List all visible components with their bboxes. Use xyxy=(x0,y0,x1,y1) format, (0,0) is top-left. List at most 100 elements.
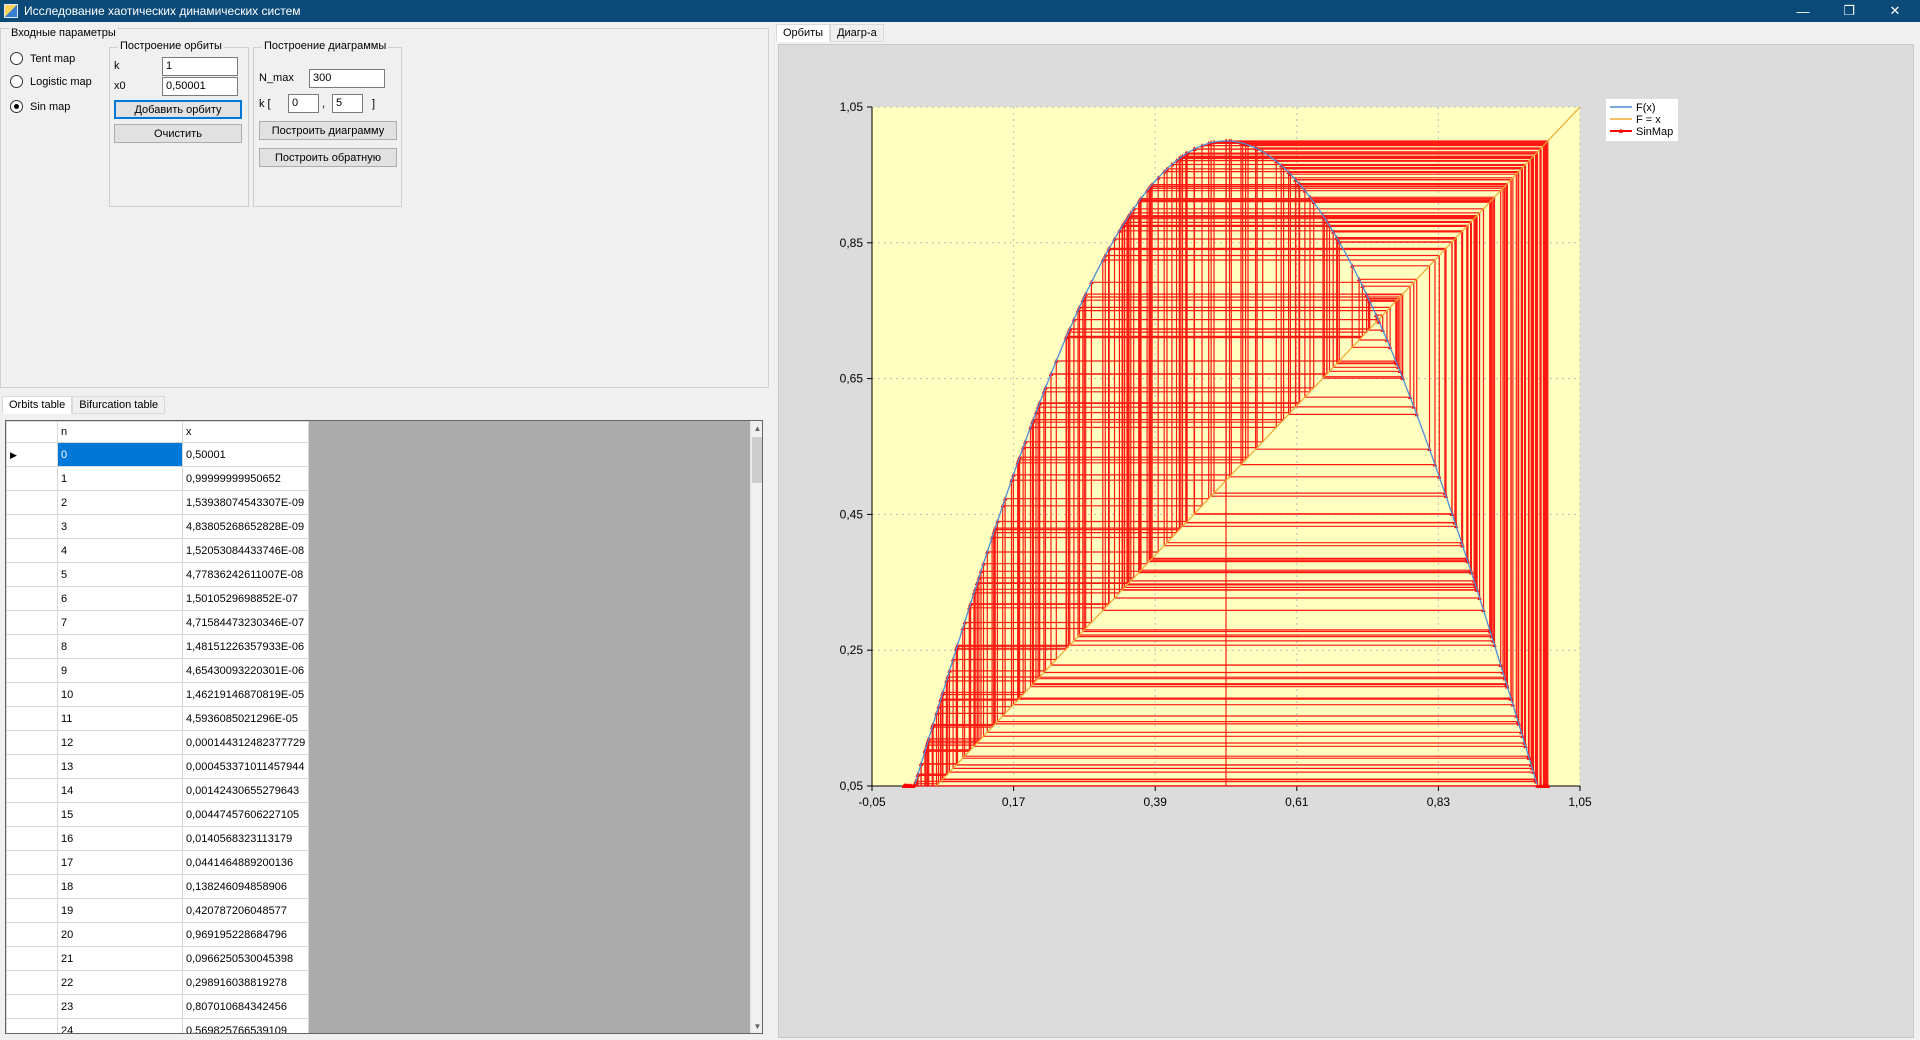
row-header[interactable] xyxy=(6,514,58,539)
cell-x[interactable]: 0,00447457606227105 xyxy=(181,802,310,827)
tab-orbits-table[interactable]: Orbits table xyxy=(2,396,73,414)
cell-x[interactable]: 1,52053084433746E-08 xyxy=(181,538,310,563)
column-header-n[interactable]: n xyxy=(57,421,183,443)
row-header[interactable] xyxy=(6,1018,58,1033)
cell-n[interactable]: 20 xyxy=(57,922,183,947)
table-row[interactable]: 10 1,46219146870819E-05 xyxy=(6,682,310,707)
cell-n[interactable]: 8 xyxy=(57,634,183,659)
table-row[interactable]: 22 0,298916038819278 xyxy=(6,970,310,995)
row-header[interactable] xyxy=(6,490,58,515)
column-header-x[interactable]: x xyxy=(181,421,310,443)
cell-x[interactable]: 4,71584473230346E-07 xyxy=(181,610,310,635)
cell-n[interactable]: 9 xyxy=(57,658,183,683)
table-row[interactable]: 9 4,65430093220301E-06 xyxy=(6,658,310,683)
cell-n[interactable]: 22 xyxy=(57,970,183,995)
cell-x[interactable]: 0,0441464889200136 xyxy=(181,850,310,875)
table-row[interactable]: 20 0,969195228684796 xyxy=(6,922,310,947)
cell-x[interactable]: 0,807010684342456 xyxy=(181,994,310,1019)
row-header[interactable] xyxy=(6,682,58,707)
table-row[interactable]: 4 1,52053084433746E-08 xyxy=(6,538,310,563)
tab-orbits[interactable]: Орбиты xyxy=(776,24,831,42)
table-row[interactable]: 6 1,5010529698852E-07 xyxy=(6,586,310,611)
cell-n[interactable]: 10 xyxy=(57,682,183,707)
minimize-button[interactable]: — xyxy=(1796,3,1810,19)
table-row[interactable]: 21 0,0966250530045398 xyxy=(6,946,310,971)
cell-n[interactable]: 4 xyxy=(57,538,183,563)
table-row[interactable]: 19 0,420787206048577 xyxy=(6,898,310,923)
table-row[interactable]: 1 0,99999999950652 xyxy=(6,466,310,491)
table-row[interactable]: 11 4,5936085021296E-05 xyxy=(6,706,310,731)
row-header[interactable] xyxy=(6,610,58,635)
cell-x[interactable]: 0,138246094858906 xyxy=(181,874,310,899)
close-button[interactable]: ✕ xyxy=(1889,3,1901,18)
row-header[interactable] xyxy=(6,706,58,731)
row-header[interactable] xyxy=(6,658,58,683)
row-header[interactable] xyxy=(6,562,58,587)
k-input[interactable]: 1 xyxy=(162,57,238,76)
row-header[interactable] xyxy=(6,850,58,875)
row-header[interactable] xyxy=(6,970,58,995)
cell-x[interactable]: 0,00142430655279643 xyxy=(181,778,310,803)
cell-n[interactable]: 2 xyxy=(57,490,183,515)
row-header[interactable] xyxy=(6,946,58,971)
nmax-input[interactable]: 300 xyxy=(309,69,385,88)
row-header[interactable] xyxy=(6,874,58,899)
row-header[interactable] xyxy=(6,754,58,779)
cell-x[interactable]: 0,569825766539109 xyxy=(181,1018,310,1033)
scroll-thumb[interactable] xyxy=(752,437,762,483)
sin-map-radio-circle[interactable] xyxy=(10,100,23,113)
cell-x[interactable]: 0,50001 xyxy=(181,442,310,467)
row-header[interactable] xyxy=(6,586,58,611)
table-row[interactable]: 24 0,569825766539109 xyxy=(6,1018,310,1033)
cell-n[interactable]: 11 xyxy=(57,706,183,731)
restore-button[interactable]: ❐ xyxy=(1843,3,1855,18)
table-row[interactable]: 23 0,807010684342456 xyxy=(6,994,310,1019)
cell-n[interactable]: 7 xyxy=(57,610,183,635)
row-header[interactable] xyxy=(6,466,58,491)
cell-x[interactable]: 0,99999999950652 xyxy=(181,466,310,491)
cell-n[interactable]: 16 xyxy=(57,826,183,851)
cell-n[interactable]: 3 xyxy=(57,514,183,539)
table-row[interactable]: 5 4,77836242611007E-08 xyxy=(6,562,310,587)
tent-map-radio[interactable]: Tent map xyxy=(10,52,75,65)
cell-n[interactable]: 17 xyxy=(57,850,183,875)
row-header[interactable] xyxy=(6,826,58,851)
table-vertical-scrollbar[interactable]: ▲ ▼ xyxy=(750,421,762,1033)
cell-n[interactable]: 24 xyxy=(57,1018,183,1033)
tab-diagram[interactable]: Диагр-а xyxy=(830,24,884,42)
table-row[interactable]: 7 4,71584473230346E-07 xyxy=(6,610,310,635)
clear-button[interactable]: Очистить xyxy=(114,124,242,143)
k-to-input[interactable]: 5 xyxy=(332,94,363,113)
table-row[interactable]: 14 0,00142430655279643 xyxy=(6,778,310,803)
table-row[interactable]: 2 1,53938074543307E-09 xyxy=(6,490,310,515)
row-header[interactable] xyxy=(6,994,58,1019)
scroll-down-icon[interactable]: ▼ xyxy=(753,1021,762,1031)
cell-x[interactable]: 1,53938074543307E-09 xyxy=(181,490,310,515)
logistic-map-radio[interactable]: Logistic map xyxy=(10,75,92,88)
cell-x[interactable]: 4,83805268652828E-09 xyxy=(181,514,310,539)
cell-n[interactable]: 13 xyxy=(57,754,183,779)
cell-n[interactable]: 18 xyxy=(57,874,183,899)
sin-map-radio[interactable]: Sin map xyxy=(10,100,70,113)
row-header[interactable] xyxy=(6,538,58,563)
x0-input[interactable]: 0,50001 xyxy=(162,77,238,96)
cell-n[interactable]: 15 xyxy=(57,802,183,827)
cell-x[interactable]: 4,77836242611007E-08 xyxy=(181,562,310,587)
table-row[interactable]: 16 0,0140568323113179 xyxy=(6,826,310,851)
cell-x[interactable]: 0,420787206048577 xyxy=(181,898,310,923)
build-diagram-button[interactable]: Построить диаграмму xyxy=(259,121,397,140)
cell-n[interactable]: 0 xyxy=(57,442,183,467)
table-row[interactable]: 13 0,000453371011457944 xyxy=(6,754,310,779)
add-orbit-button[interactable]: Добавить орбиту xyxy=(114,100,242,119)
cell-n[interactable]: 23 xyxy=(57,994,183,1019)
k-from-input[interactable]: 0 xyxy=(288,94,319,113)
row-header[interactable] xyxy=(6,634,58,659)
scroll-up-icon[interactable]: ▲ xyxy=(753,423,762,433)
cell-n[interactable]: 14 xyxy=(57,778,183,803)
table-row[interactable]: 18 0,138246094858906 xyxy=(6,874,310,899)
cell-n[interactable]: 1 xyxy=(57,466,183,491)
row-header[interactable] xyxy=(6,922,58,947)
cell-x[interactable]: 0,0140568323113179 xyxy=(181,826,310,851)
table-row[interactable]: ▶ 0 0,50001 xyxy=(6,442,310,467)
row-header[interactable] xyxy=(6,778,58,803)
